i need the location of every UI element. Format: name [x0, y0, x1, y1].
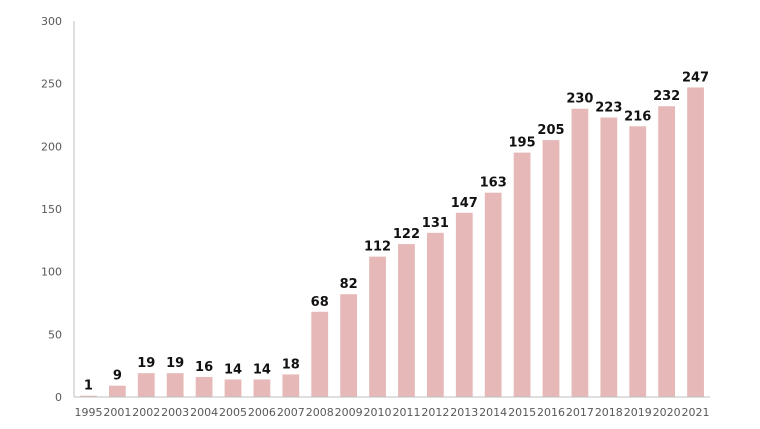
data-label-2005: 14 — [224, 362, 242, 377]
data-label-2012: 131 — [422, 216, 449, 231]
data-label-2014: 163 — [480, 176, 507, 191]
y-tick-label: 200 — [41, 140, 62, 153]
x-tick-label-2015: 2015 — [508, 406, 536, 419]
bar-2008 — [311, 311, 329, 397]
bar-2014 — [484, 192, 502, 397]
bar-2013 — [455, 212, 473, 397]
y-axis: 0 50 100 150 200 250 300 — [41, 15, 75, 404]
bar-2011 — [398, 244, 415, 397]
bar-2021 — [687, 87, 704, 397]
y-tick-label: 300 — [41, 15, 62, 28]
y-tick-label: 250 — [41, 78, 62, 91]
bar-2019 — [629, 126, 647, 397]
x-tick-label-2007: 2007 — [277, 406, 305, 419]
bar-1995 — [80, 395, 97, 397]
bars — [80, 87, 704, 398]
data-label-2001: 9 — [113, 369, 122, 384]
bar-2002 — [137, 373, 155, 397]
data-label-2006: 14 — [253, 362, 271, 377]
bar-2017 — [571, 108, 589, 397]
data-label-2016: 205 — [537, 123, 564, 138]
x-tick-label-2020: 2020 — [653, 406, 681, 419]
bar-2006 — [253, 379, 271, 397]
x-tick-label-2016: 2016 — [537, 406, 565, 419]
y-tick-label: 100 — [41, 266, 62, 279]
x-tick-label-2006: 2006 — [248, 406, 276, 419]
x-tick-label-2004: 2004 — [190, 406, 218, 419]
bar-2004 — [195, 376, 213, 397]
bar-2016 — [542, 140, 560, 398]
x-tick-label-2011: 2011 — [392, 406, 420, 419]
data-label-2010: 112 — [364, 240, 391, 255]
bar-2007 — [282, 374, 300, 397]
data-label-2009: 82 — [340, 277, 358, 292]
x-tick-label-2008: 2008 — [306, 406, 334, 419]
data-label-2008: 68 — [311, 295, 329, 310]
data-label-2004: 16 — [195, 360, 213, 375]
x-tick-label-2003: 2003 — [161, 406, 189, 419]
x-axis: 1995 2001 2002 2003 2004 2005 2006 2007 2008 2009… — [74, 396, 710, 419]
x-tick-label-2019: 2019 — [624, 406, 652, 419]
x-tick-label-2009: 2009 — [335, 406, 363, 419]
bar-2010 — [369, 256, 386, 397]
y-tick-label: 150 — [41, 203, 62, 216]
bar-2005 — [224, 379, 242, 397]
bar-2015 — [513, 152, 531, 397]
data-label-2018: 223 — [595, 101, 622, 116]
data-label-2017: 230 — [566, 92, 593, 107]
data-label-2020: 232 — [653, 89, 680, 104]
x-tick-label-2010: 2010 — [364, 406, 392, 419]
data-label-2019: 216 — [624, 109, 651, 124]
y-tick-label: 0 — [55, 391, 62, 404]
x-tick-label-2001: 2001 — [103, 406, 131, 419]
data-label-2011: 122 — [393, 227, 420, 242]
data-label-2002: 19 — [137, 356, 155, 371]
x-tick-label-2018: 2018 — [595, 406, 623, 419]
bar-2012 — [426, 232, 444, 397]
x-tick-label-2005: 2005 — [219, 406, 247, 419]
x-tick-label-1995: 1995 — [74, 406, 102, 419]
y-tick-label: 50 — [48, 328, 62, 341]
x-tick-label-2017: 2017 — [566, 406, 594, 419]
data-label-2007: 18 — [282, 357, 300, 372]
x-tick-label-2014: 2014 — [479, 406, 507, 419]
data-label-2021: 247 — [682, 70, 709, 85]
data-label-2003: 19 — [166, 356, 184, 371]
x-tick-label-2002: 2002 — [132, 406, 160, 419]
x-tick-label-2021: 2021 — [682, 406, 710, 419]
bar-2009 — [340, 294, 358, 397]
bar-2001 — [108, 385, 126, 397]
x-tick-label-2013: 2013 — [450, 406, 478, 419]
data-label-2013: 147 — [451, 196, 478, 211]
bar-2020 — [658, 106, 676, 397]
data-label-1995: 1 — [84, 379, 93, 394]
bar-2003 — [166, 373, 184, 397]
bar-2018 — [600, 117, 618, 398]
x-tick-label-2012: 2012 — [421, 406, 449, 419]
data-label-2015: 195 — [509, 136, 536, 151]
